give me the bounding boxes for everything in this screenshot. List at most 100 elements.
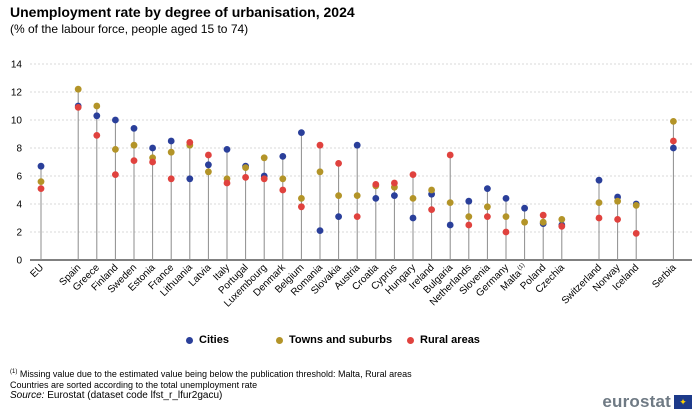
- source-line: Source: Eurostat (dataset code lfst_r_lf…: [10, 390, 222, 401]
- point-towns-and-suburbs-eu: [37, 178, 45, 186]
- y-tick-label: 0: [16, 256, 22, 267]
- point-cities-denmark: [279, 153, 287, 160]
- point-towns-and-suburbs-france: [167, 148, 175, 156]
- data-points: [37, 85, 677, 237]
- point-towns-and-suburbs-austria: [353, 192, 361, 200]
- footnote-1: (1) Missing value due to the estimated v…: [10, 369, 412, 379]
- point-cities-slovenia: [484, 185, 491, 193]
- point-rural-areas-italy: [223, 179, 231, 187]
- point-towns-and-suburbs-denmark: [279, 175, 287, 183]
- point-rural-areas-iceland: [632, 230, 640, 237]
- point-cities-france: [167, 137, 175, 145]
- point-rural-areas-sweden: [130, 157, 138, 165]
- point-rural-areas-czechia: [558, 223, 566, 230]
- legend-dot-towns: [276, 336, 283, 344]
- point-towns-and-suburbs-switzerland: [595, 199, 603, 207]
- point-cities-austria: [353, 141, 361, 149]
- legend: Cities Towns and suburbs Rural areas: [0, 334, 700, 350]
- point-rural-areas-croatia: [372, 181, 380, 188]
- point-towns-and-suburbs-bulgaria: [446, 199, 454, 207]
- point-towns-and-suburbs-belgium: [298, 195, 305, 202]
- footnote-marker: (1): [10, 369, 18, 375]
- legend-item-cities: Cities: [186, 334, 229, 346]
- point-rural-areas-luxembourg: [260, 175, 268, 183]
- point-towns-and-suburbs-norway: [614, 197, 621, 205]
- chart-title: Unemployment rate by degree of urbanisat…: [10, 4, 355, 20]
- point-cities-lithuania: [186, 175, 194, 183]
- point-cities-latvia: [205, 161, 212, 169]
- point-rural-areas-greece: [93, 132, 101, 139]
- point-cities-switzerland: [595, 176, 603, 184]
- point-towns-and-suburbs-hungary: [409, 195, 417, 202]
- point-rural-areas-latvia: [205, 151, 212, 159]
- y-tick-label: 6: [16, 172, 22, 183]
- point-cities-slovakia: [335, 213, 342, 221]
- source-text: Eurostat (dataset code lfst_r_lfur2gacu): [47, 390, 223, 401]
- point-rural-areas-france: [167, 175, 175, 183]
- eurostat-logo: eurostat ✦: [602, 392, 692, 412]
- point-rural-areas-romania: [316, 141, 324, 149]
- point-cities-romania: [316, 227, 324, 235]
- point-cities-serbia: [670, 144, 677, 152]
- footnote-2: Countries are sorted according to the to…: [10, 380, 258, 390]
- gridlines: [30, 63, 692, 261]
- legend-dot-cities: [186, 336, 193, 344]
- point-rural-areas-serbia: [670, 137, 677, 145]
- point-cities-belgium: [298, 129, 305, 137]
- point-towns-and-suburbs-czechia: [558, 216, 566, 223]
- point-cities-cyprus: [391, 192, 398, 200]
- point-cities-estonia: [149, 144, 157, 152]
- point-rural-areas-ireland: [428, 206, 435, 214]
- point-rural-areas-lithuania: [186, 139, 194, 146]
- point-cities-netherlands: [465, 197, 473, 205]
- point-towns-and-suburbs-slovakia: [335, 192, 342, 200]
- legend-label-towns: Towns and suburbs: [289, 334, 393, 346]
- point-towns-and-suburbs-malta: [521, 218, 528, 226]
- point-towns-and-suburbs-iceland: [632, 202, 640, 209]
- legend-item-rural: Rural areas: [407, 334, 480, 346]
- point-towns-and-suburbs-serbia: [670, 118, 677, 125]
- point-towns-and-suburbs-portugal: [242, 164, 250, 172]
- point-rural-areas-norway: [614, 216, 621, 223]
- x-tick-label-latvia: Latvia: [187, 262, 214, 289]
- legend-label-cities: Cities: [199, 334, 229, 346]
- point-cities-bulgaria: [446, 221, 454, 229]
- point-rural-areas-austria: [353, 213, 361, 221]
- x-tick-label-serbia: Serbia: [650, 262, 679, 291]
- point-cities-malta: [521, 204, 528, 212]
- legend-dot-rural: [407, 336, 414, 344]
- point-cities-sweden: [130, 124, 138, 132]
- point-towns-and-suburbs-netherlands: [465, 213, 473, 221]
- legend-label-rural: Rural areas: [420, 334, 480, 346]
- point-rural-areas-netherlands: [465, 221, 473, 229]
- point-cities-greece: [93, 112, 101, 120]
- point-towns-and-suburbs-ireland: [428, 186, 435, 194]
- point-rural-areas-slovakia: [335, 160, 342, 167]
- y-tick-label: 14: [11, 60, 23, 71]
- point-towns-and-suburbs-latvia: [205, 168, 212, 176]
- legend-item-towns: Towns and suburbs: [276, 334, 392, 346]
- eu-flag-icon: ✦: [674, 395, 692, 409]
- point-towns-and-suburbs-slovenia: [484, 203, 491, 211]
- point-cities-germany: [502, 195, 510, 202]
- point-towns-and-suburbs-luxembourg: [260, 154, 268, 162]
- y-tick-label: 12: [11, 88, 23, 99]
- point-rural-areas-portugal: [242, 174, 250, 181]
- y-tick-label: 2: [16, 228, 22, 239]
- point-rural-areas-spain: [74, 104, 82, 111]
- point-towns-and-suburbs-poland: [539, 218, 547, 226]
- point-rural-areas-slovenia: [484, 213, 491, 221]
- point-towns-and-suburbs-finland: [112, 146, 119, 153]
- y-tick-label: 4: [16, 200, 22, 211]
- x-tick-label-eu: EU: [29, 262, 47, 280]
- y-tick-label: 8: [16, 144, 22, 155]
- point-rural-areas-switzerland: [595, 214, 603, 222]
- point-towns-and-suburbs-greece: [93, 102, 101, 110]
- chart-subtitle: (% of the labour force, people aged 15 t…: [10, 22, 249, 36]
- point-cities-italy: [223, 146, 231, 153]
- point-cities-finland: [112, 116, 119, 124]
- point-rural-areas-germany: [502, 228, 510, 236]
- source-label: Source:: [10, 390, 45, 401]
